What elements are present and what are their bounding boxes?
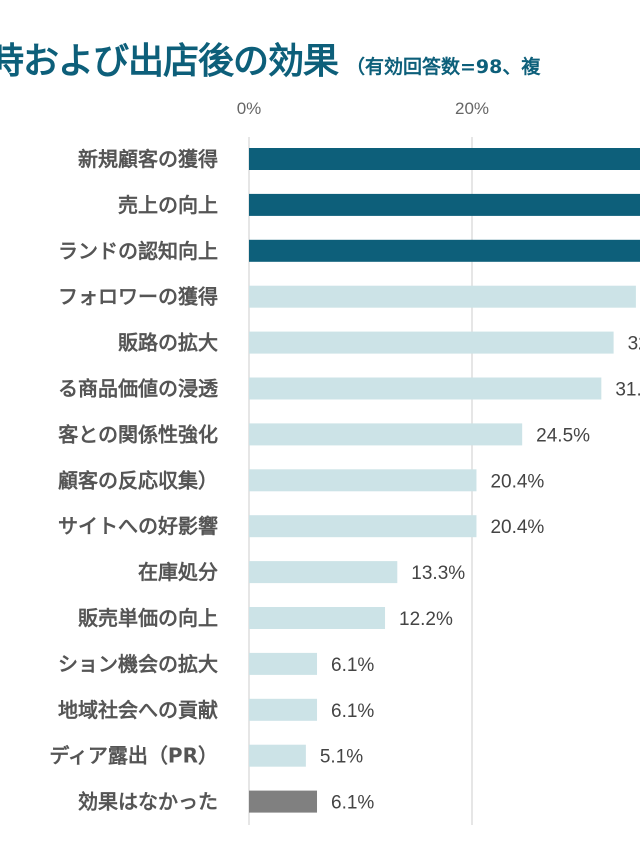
bar — [249, 377, 602, 400]
value-label: 32.7% — [628, 334, 640, 355]
category-label: ランドの認知向上 — [58, 239, 218, 263]
value-label: 20.4% — [490, 517, 544, 538]
tick-label: 0% — [237, 99, 262, 118]
value-label: 5.1% — [320, 747, 363, 768]
category-label: る商品価値の浸透 — [58, 377, 219, 401]
bar — [249, 469, 477, 492]
bar — [249, 561, 398, 584]
value-label: 13.3% — [411, 563, 465, 584]
category-label: 在庫処分 — [138, 560, 218, 584]
chart-subtitle: （有効回答数=98、複 — [346, 56, 541, 78]
value-label: 6.1% — [331, 793, 374, 814]
bar — [249, 790, 318, 813]
value-label: 20.4% — [490, 471, 544, 492]
category-label: 売上の向上 — [118, 193, 218, 217]
category-label: フォロワーの獲得 — [58, 285, 218, 309]
value-label: 6.1% — [331, 701, 374, 722]
bar — [249, 515, 477, 538]
category-label: ディア露出（PR） — [49, 744, 218, 768]
chart-title-main: 時および出店後の効果 — [0, 41, 339, 82]
value-label: 6.1% — [331, 655, 374, 676]
value-label: 12.2% — [399, 609, 453, 630]
category-label: 販売単価の向上 — [78, 606, 218, 630]
bar — [249, 285, 636, 308]
category-label: 販路の拡大 — [118, 331, 218, 355]
bar — [249, 698, 318, 721]
tick-label: 20% — [455, 99, 489, 118]
value-label: 31.6% — [615, 380, 640, 401]
chart-title: 時および出店後の効果 （有効回答数=98、複 — [0, 32, 540, 84]
category-label: 新規顧客の獲得 — [78, 147, 218, 171]
bar — [249, 652, 318, 675]
bar — [249, 148, 640, 170]
category-label: 効果はなかった — [78, 790, 218, 814]
category-label: 地域社会への貢献 — [58, 698, 218, 722]
bar — [249, 193, 640, 216]
category-label: ション機会の拡大 — [58, 652, 218, 676]
bar — [249, 331, 614, 354]
category-label: 客との関係性強化 — [57, 422, 218, 446]
bar — [249, 744, 306, 767]
bar — [249, 423, 523, 446]
value-label: 24.5% — [536, 425, 590, 446]
bar — [249, 607, 386, 629]
category-label: 顧客の反応収集） — [58, 468, 218, 492]
bar — [249, 239, 640, 262]
category-label: サイトへの好影響 — [58, 514, 218, 538]
